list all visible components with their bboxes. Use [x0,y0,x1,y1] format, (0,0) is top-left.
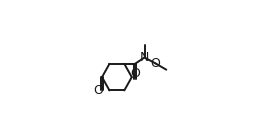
Text: O: O [130,67,140,80]
Text: O: O [151,57,161,70]
Text: O: O [93,84,103,97]
Text: N: N [140,51,149,64]
